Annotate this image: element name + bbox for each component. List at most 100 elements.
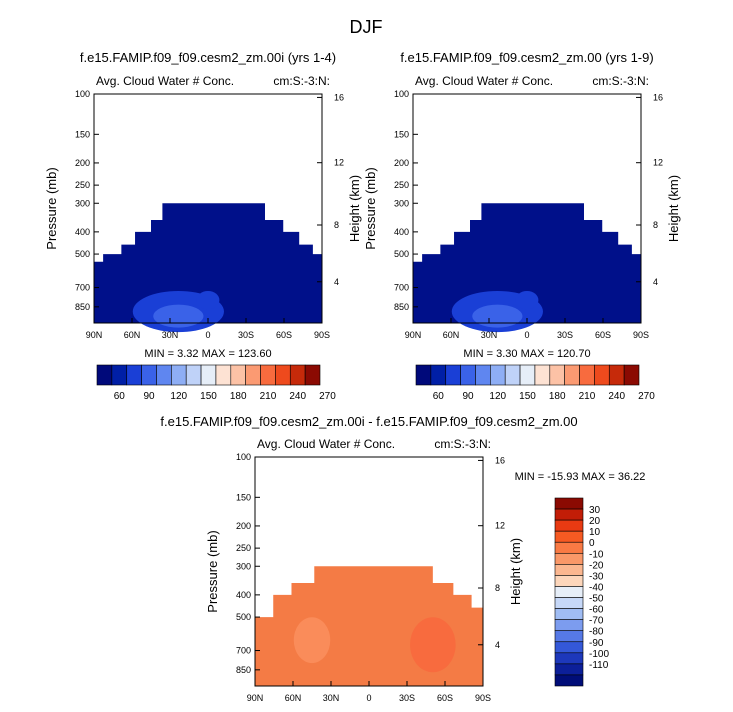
colorbar-label: -70 [589, 616, 604, 627]
colorbar-label: 10 [589, 527, 601, 538]
colorbar-label: 0 [589, 538, 595, 549]
y-right-tick-label: 4 [334, 277, 339, 287]
field-contour-blob [410, 617, 456, 673]
colorbar-right-top: 60 90 120 150 180 210 240 270 [415, 364, 655, 402]
colorbar-swatch [490, 364, 506, 386]
colorbar-label: 180 [549, 391, 566, 402]
colorbar-label: 120 [170, 391, 187, 402]
colorbar-swatch [504, 364, 521, 386]
min-max-stats: MIN = -15.93 MAX = 36.22 [515, 471, 646, 483]
colorbar-swatch [594, 364, 610, 386]
field-contour-blob [196, 290, 220, 310]
colorbar-swatch [156, 364, 172, 386]
x-tick-label: 90S [633, 330, 649, 340]
colorbar-swatch [554, 663, 584, 676]
colorbar-swatch [554, 541, 584, 554]
colorbar-label: -20 [589, 560, 604, 571]
colorbar-label: -80 [589, 627, 604, 638]
colorbar-swatch [623, 364, 640, 386]
y-axis-label: Pressure (mb) [363, 167, 378, 249]
colorbar-label: 20 [589, 516, 601, 527]
x-tick-label: 90S [475, 693, 491, 703]
figure-title: DJF [350, 17, 383, 37]
colorbar-label: 30 [589, 505, 601, 516]
y-right-tick-label: 8 [495, 583, 500, 593]
x-tick-label: 0 [524, 330, 529, 340]
y-axis-label: Pressure (mb) [205, 530, 220, 612]
panel-bottom-difference: f.e15.FAMIP.f09_f09.cesm2_zm.00i - f.e15… [160, 414, 645, 703]
y-tick-label: 850 [75, 302, 90, 312]
y-tick-label: 500 [394, 249, 409, 259]
colorbar-swatch [554, 674, 584, 687]
y-tick-label: 400 [394, 227, 409, 237]
colorbar-swatch [275, 364, 291, 386]
colorbar-swatch [141, 364, 157, 386]
colorbar-swatch [554, 608, 584, 620]
panel-subtitle-right: cm:S:-3:N: [592, 74, 649, 88]
x-tick-label: 90N [86, 330, 103, 340]
y-right-tick-label: 4 [653, 277, 658, 287]
colorbar-swatch [445, 364, 461, 386]
y-right-tick-label: 16 [495, 455, 505, 465]
y-tick-label: 700 [75, 283, 90, 293]
colorbar-swatch [554, 564, 584, 576]
colorbar-swatch [111, 364, 128, 386]
x-tick-label: 60S [276, 330, 292, 340]
colorbar-swatch [579, 364, 595, 386]
x-tick-label: 60S [595, 330, 611, 340]
y-tick-label: 700 [394, 283, 409, 293]
colorbar-swatch [554, 552, 584, 565]
colorbar-label: 120 [489, 391, 506, 402]
colorbar-swatch [554, 575, 584, 587]
panel-subtitle-left: Avg. Cloud Water # Conc. [257, 437, 395, 451]
x-tick-label: 30N [481, 330, 498, 340]
y-right-axis-label: Height (km) [666, 175, 681, 242]
y-tick-label: 200 [394, 158, 409, 168]
x-tick-label: 90N [247, 693, 264, 703]
panel-subtitle-left: Avg. Cloud Water # Conc. [96, 74, 234, 88]
colorbar-swatch [304, 364, 321, 386]
colorbar-label: -110 [589, 660, 609, 671]
colorbar-label: 60 [433, 391, 445, 402]
colorbar-label: -100 [589, 649, 609, 660]
colorbar-swatch [534, 364, 551, 386]
y-tick-label: 100 [75, 89, 90, 99]
colorbar-swatch [215, 364, 232, 386]
panel-subtitle-right: cm:S:-3:N: [273, 74, 330, 88]
x-tick-label: 30S [238, 330, 254, 340]
x-tick-label: 30N [323, 693, 340, 703]
field-contour-blob [153, 304, 204, 328]
y-right-tick-label: 4 [495, 640, 500, 650]
panel-subtitle-right: cm:S:-3:N: [434, 437, 491, 451]
y-tick-label: 850 [394, 302, 409, 312]
x-tick-label: 60N [124, 330, 141, 340]
cloud-field-region [413, 203, 641, 323]
colorbar-label: 270 [638, 391, 655, 402]
panel-title: f.e15.FAMIP.f09_f09.cesm2_zm.00i - f.e15… [160, 414, 577, 429]
colorbar-difference: 3020100-10-20-30-40-50-60-70-80-90-100-1… [554, 497, 609, 687]
colorbar-swatch [126, 364, 142, 386]
colorbar-swatch [230, 364, 246, 386]
y-right-tick-label: 8 [334, 220, 339, 230]
panel-title: f.e15.FAMIP.f09_f09.cesm2_zm.00i (yrs 1-… [80, 50, 336, 65]
y-tick-label: 150 [394, 129, 409, 139]
y-axis-label: Pressure (mb) [44, 167, 59, 249]
y-right-tick-label: 16 [653, 92, 663, 102]
colorbar-label: 240 [289, 391, 306, 402]
panel-subtitle-left: Avg. Cloud Water # Conc. [415, 74, 553, 88]
colorbar-swatch [430, 364, 447, 386]
x-tick-label: 90N [405, 330, 422, 340]
y-tick-label: 400 [75, 227, 90, 237]
x-tick-label: 30S [557, 330, 573, 340]
y-tick-label: 200 [75, 158, 90, 168]
panel-right-top: f.e15.FAMIP.f09_f09.cesm2_zm.00 (yrs 1-9… [363, 50, 681, 360]
y-right-tick-label: 12 [495, 521, 505, 531]
colorbar-swatch [475, 364, 491, 386]
colorbar-swatch [260, 364, 276, 386]
x-tick-label: 60N [443, 330, 460, 340]
y-tick-label: 100 [394, 89, 409, 99]
panel-left-top: f.e15.FAMIP.f09_f09.cesm2_zm.00i (yrs 1-… [44, 50, 362, 360]
colorbar-label: -10 [589, 549, 604, 560]
colorbar-label: 150 [200, 391, 217, 402]
